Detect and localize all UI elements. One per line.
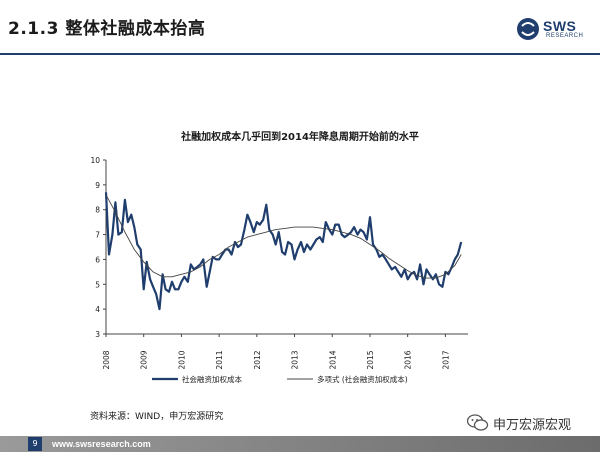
x-tick-label: 2012 [253, 350, 262, 369]
x-tick-label: 2015 [366, 350, 375, 369]
slide-title: 2.1.3 整体社融成本抬高 [8, 19, 206, 39]
y-tick-label: 6 [95, 255, 100, 264]
y-tick-label: 3 [95, 330, 100, 339]
x-tick-label: 2009 [140, 350, 149, 369]
x-tick-label: 2011 [215, 350, 224, 369]
logo-text: SWS [543, 18, 577, 34]
plot-area [104, 192, 463, 311]
footer-url[interactable]: www.swsresearch.com [52, 439, 151, 449]
legend-label: 多项式 (社会融资加权成本) [317, 374, 408, 384]
wechat-icon [467, 414, 489, 431]
chart-axes: 3 4 5 6 7 8 9 10 2008 2009 2010 2011 2012 2013 2014 201… [90, 156, 468, 370]
watermark: 申万宏源宏观 [467, 412, 571, 434]
legend-label: 社会融资加权成本 [182, 374, 242, 384]
y-tick-label: 10 [90, 156, 100, 165]
y-tick-label: 7 [95, 231, 100, 240]
y-tick-label: 5 [95, 280, 100, 289]
footer-bar [0, 436, 600, 452]
series-line-trend [105, 194, 462, 279]
x-tick-label: 2017 [441, 350, 450, 369]
title-divider [0, 53, 600, 55]
chart-legend: 社会融资加权成本 多项式 (社会融资加权成本) [152, 374, 408, 384]
x-tick-label: 2016 [404, 350, 413, 369]
x-tick-label: 2014 [328, 350, 337, 369]
sws-logo-icon [517, 18, 539, 40]
series-line-cost [104, 192, 463, 311]
y-tick-label: 9 [95, 181, 100, 190]
y-tick-label: 4 [95, 305, 100, 314]
x-tick-label: 2013 [291, 350, 300, 369]
watermark-text: 申万宏源宏观 [493, 417, 572, 433]
chart-title: 社融加权成本几乎回到2014年降息周期开始前的水平 [181, 132, 419, 143]
x-tick-label: 2008 [102, 350, 111, 369]
x-tick-label: 2010 [177, 350, 186, 369]
source-note: 资料来源：WIND，申万宏源研究 [90, 412, 224, 422]
page-number: 9 [28, 437, 42, 451]
y-tick-label: 8 [95, 206, 100, 215]
logo-subtext: RESEARCH [546, 33, 584, 39]
